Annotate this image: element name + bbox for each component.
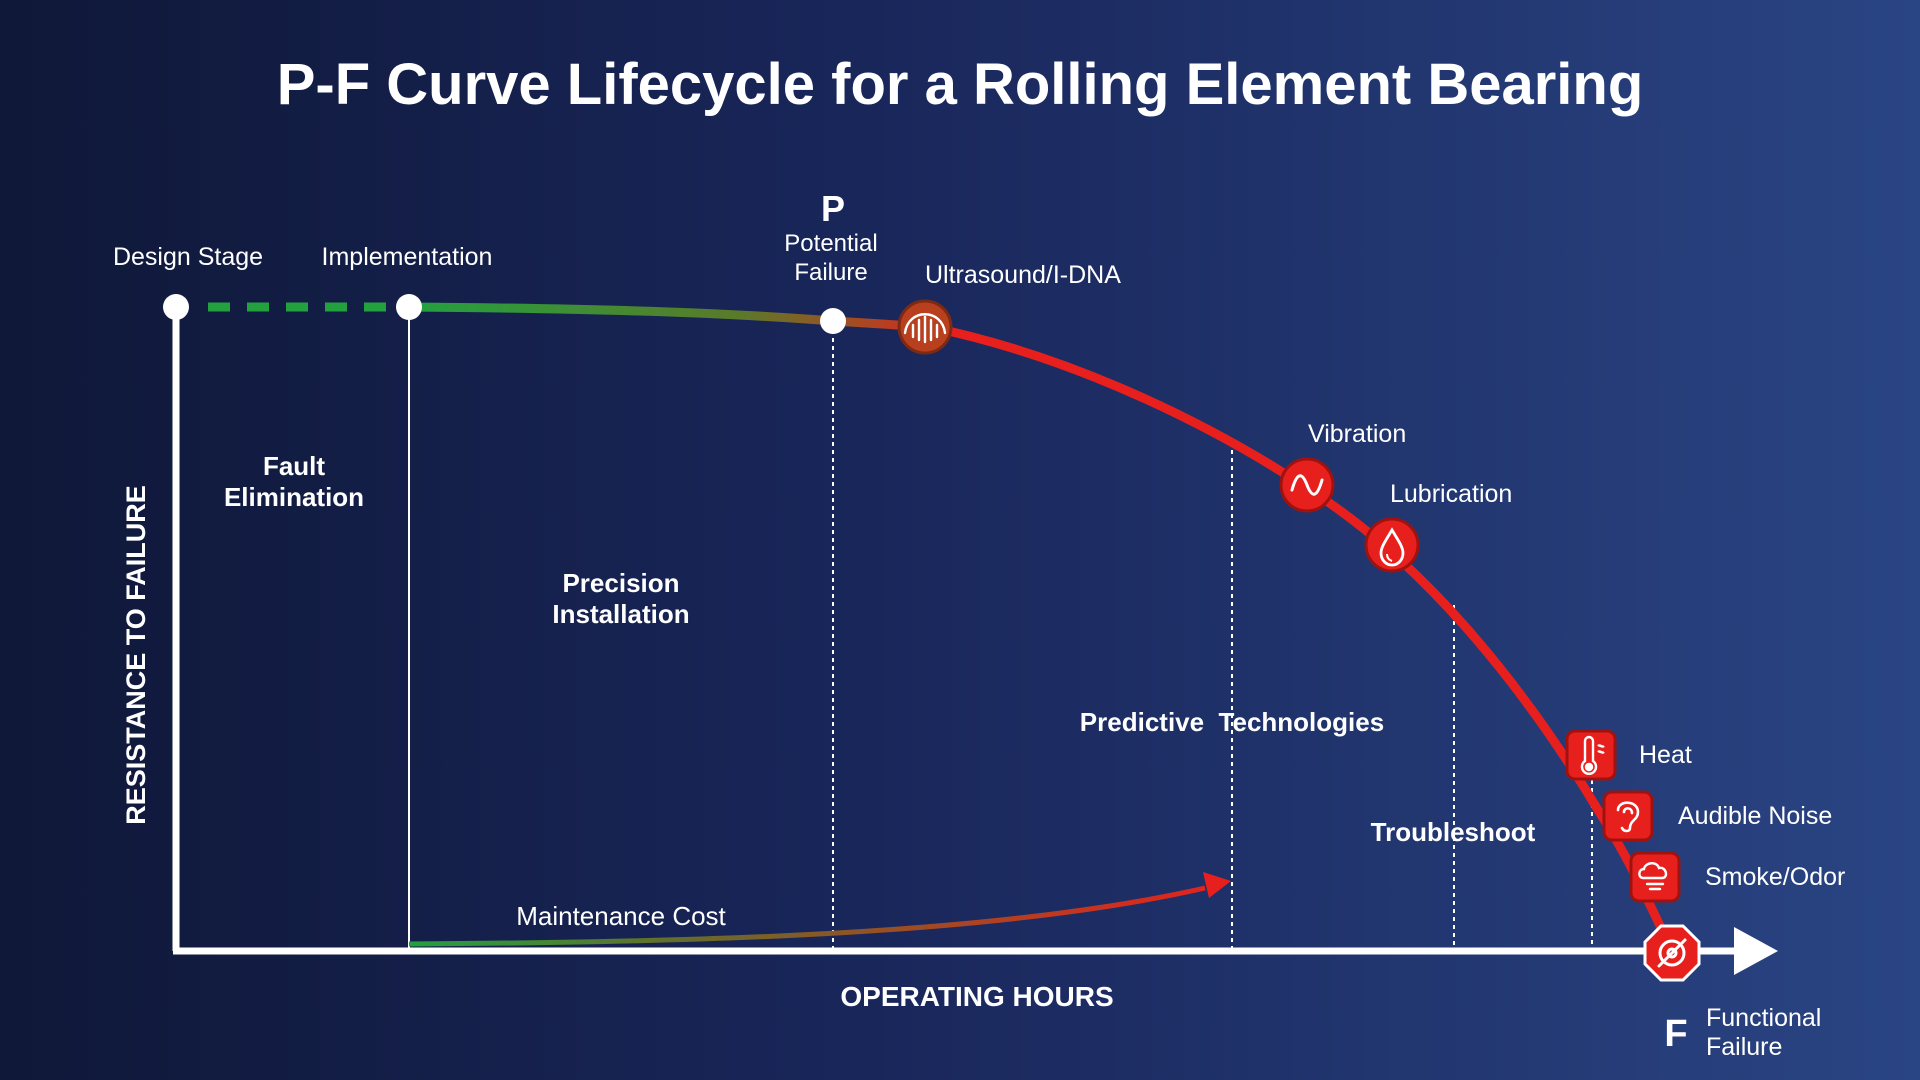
precision-installation-label-line2: Installation: [552, 599, 689, 629]
predictive-technologies-label: Predictive Technologies: [1080, 707, 1384, 737]
x-axis-arrowhead: [1734, 927, 1778, 975]
smoke-odor-label: Smoke/Odor: [1705, 863, 1845, 891]
pf-curve-failure: [925, 322, 1677, 956]
functional-failure-marker: [1643, 924, 1701, 982]
y-axis-label: RESISTANCE TO FAILURE: [121, 485, 151, 825]
functional-failure-label-line2: Failure: [1706, 1033, 1782, 1061]
ultrasound-icon: [903, 313, 947, 344]
fault-elimination-label-line1: Fault: [263, 451, 325, 481]
ear-icon: [1616, 801, 1640, 833]
implementation-node: [396, 294, 422, 320]
audible-noise-marker: [1602, 790, 1654, 842]
potential-failure-label-line2: Failure: [794, 259, 867, 286]
heat-marker: [1565, 729, 1617, 781]
maintenance-cost-arrowhead: [1203, 872, 1231, 898]
potential-failure-label-line1: Potential: [784, 230, 877, 257]
f-letter: F: [1664, 1013, 1687, 1055]
maintenance-cost-label: Maintenance Cost: [516, 901, 726, 931]
ultrasound-label: Ultrasound/I-DNA: [925, 261, 1121, 289]
oil-drop-icon: [1379, 527, 1405, 567]
precision-installation-label-line1: Precision: [562, 568, 679, 598]
vibration-marker: [1279, 457, 1335, 513]
page-title: P-F Curve Lifecycle for a Rolling Elemen…: [277, 52, 1644, 117]
vibration-wave-icon: [1290, 474, 1324, 496]
heat-label: Heat: [1639, 741, 1692, 769]
audible-noise-label: Audible Noise: [1678, 802, 1832, 830]
broken-gear-icon: [1657, 938, 1687, 968]
design-stage-node: [163, 294, 189, 320]
vibration-label: Vibration: [1308, 420, 1406, 448]
implementation-label: Implementation: [322, 243, 493, 271]
troubleshoot-label: Troubleshoot: [1371, 817, 1536, 847]
lubrication-marker: [1364, 517, 1420, 573]
ultrasound-marker: [897, 299, 953, 355]
pf-curve-healthy: [404, 302, 935, 332]
functional-failure-label-line1: Functional: [1706, 1004, 1821, 1032]
smoke-cloud-icon: [1638, 862, 1668, 891]
fault-elimination-label-line2: Elimination: [224, 482, 364, 512]
lubrication-label: Lubrication: [1390, 480, 1512, 508]
design-stage-label: Design Stage: [113, 243, 263, 271]
smoke-odor-marker: [1629, 851, 1681, 903]
p-letter: P: [821, 188, 845, 229]
maintenance-cost-curve: [408, 885, 1206, 947]
x-axis-label: OPERATING HOURS: [840, 981, 1113, 1012]
thermometer-icon: [1580, 735, 1605, 775]
potential-failure-node: [820, 308, 846, 334]
